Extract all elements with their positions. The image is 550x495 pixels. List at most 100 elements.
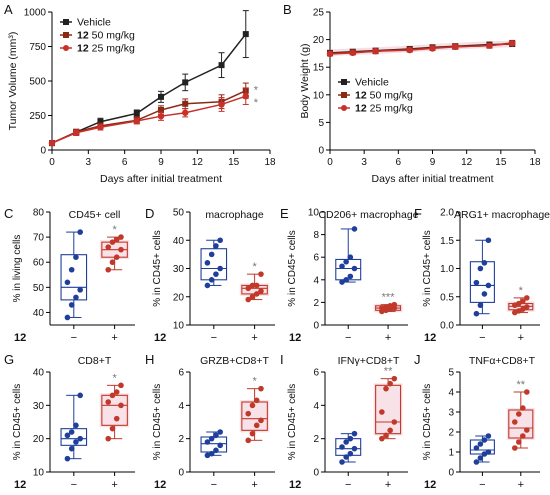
y-tick-label: 10 — [308, 208, 320, 219]
data-point — [133, 110, 140, 117]
data-point — [208, 277, 215, 283]
panel-label: H — [145, 352, 154, 367]
data-point — [245, 285, 252, 292]
data-point — [347, 254, 354, 260]
y-tick-label: 4 — [313, 275, 319, 286]
data-point — [133, 117, 140, 125]
data-point — [242, 31, 249, 38]
y-tick-label: 40 — [173, 236, 185, 247]
data-point — [383, 385, 389, 392]
y-tick-label: 20 — [33, 434, 45, 445]
data-point — [68, 429, 75, 435]
group-label: + — [518, 332, 524, 344]
y-tick-label: 60 — [33, 258, 45, 269]
group-label: + — [251, 332, 257, 344]
data-point — [105, 266, 112, 273]
row-label: 12 — [289, 332, 301, 344]
y-tick-label: 0.0 — [440, 321, 454, 332]
series-line — [51, 89, 247, 144]
box-shade — [99, 393, 130, 428]
data-point — [258, 385, 264, 392]
data-point — [481, 437, 488, 443]
x-tick-label: 0 — [49, 157, 55, 168]
data-point — [520, 433, 526, 439]
y-tick-label: 40 — [33, 368, 45, 379]
data-point — [245, 296, 252, 303]
y-tick-label: 5 — [448, 368, 454, 379]
data-point — [218, 101, 225, 108]
legend-label: Vehicle — [77, 17, 111, 29]
data-point — [249, 402, 256, 409]
data-point — [113, 236, 120, 243]
series-2 — [326, 40, 516, 58]
data-point — [48, 139, 56, 147]
data-point — [64, 279, 71, 286]
y-tick-label: 6 — [178, 368, 184, 379]
box-chart-E: E CD206+ macrophage 0 2 4 6 8 10 % in CD45+ cell… — [280, 206, 419, 344]
data-point — [245, 410, 252, 417]
data-point — [68, 302, 75, 308]
data-point — [339, 459, 345, 465]
data-point — [351, 430, 358, 437]
y-axis-label: % in CD45+ cells — [12, 384, 23, 460]
panel-label: C — [4, 206, 13, 221]
panel-title: CD8+T — [78, 355, 112, 367]
y-tick-label: 0 — [313, 321, 319, 332]
panel-title: TNFα+CD8+T — [469, 355, 536, 367]
y-tick-label: 500 — [29, 77, 46, 88]
y-tick-label: 2.0 — [440, 208, 454, 219]
data-point — [343, 277, 349, 283]
y-tick-label: 2 — [178, 434, 184, 445]
x-tick-label: 3 — [86, 157, 92, 168]
x-tick-label: 3 — [361, 157, 367, 168]
group-label: − — [71, 332, 77, 344]
data-point — [258, 271, 264, 277]
significance-mark: * — [254, 85, 259, 97]
data-point — [481, 291, 488, 297]
legend-marker — [63, 45, 69, 51]
data-point — [77, 392, 83, 399]
box-chart-F: F ARG1+ macrophage 0.0 0.5 1.0 1.5 2.0 % in CD4… — [414, 206, 550, 344]
data-point — [379, 435, 385, 442]
row-label: 12 — [424, 479, 436, 491]
data-point — [429, 45, 436, 52]
y-tick-label: 6 — [313, 368, 319, 379]
data-point — [486, 42, 493, 49]
box-body — [60, 254, 88, 301]
group-label: − — [479, 479, 485, 491]
y-tick-label: 4 — [448, 388, 454, 399]
data-point — [477, 455, 484, 461]
data-point — [218, 62, 225, 69]
data-point — [339, 279, 345, 285]
box-control — [335, 226, 362, 285]
y-tick-label: 2 — [313, 298, 319, 309]
data-point — [383, 432, 389, 439]
data-point — [217, 429, 223, 435]
data-point — [204, 282, 211, 289]
data-point — [347, 450, 354, 457]
panel-title: ARG1+ macrophage — [454, 209, 550, 221]
data-point — [213, 243, 219, 249]
data-point — [473, 459, 480, 465]
data-point — [347, 273, 354, 280]
data-point — [387, 427, 393, 434]
box-treated — [99, 382, 130, 442]
box-chart-G: G CD8+T 10 20 30 40 % in CD45+ cells 12 − + * — [4, 352, 135, 491]
data-point — [157, 112, 165, 120]
group-label: − — [479, 332, 485, 344]
y-axis-label: % in CD45+ cells — [152, 230, 163, 306]
data-point — [512, 419, 518, 425]
line-chart-B: B 0 3 6 9 12 15 18 0 5 10 15 20 25 Days after initial … — [283, 2, 541, 185]
legend-dose: 25 mg/kg — [92, 43, 135, 55]
data-point — [204, 439, 211, 445]
y-tick-label: 50 — [173, 208, 185, 219]
y-tick-label: 5 — [318, 118, 324, 129]
data-point — [509, 40, 516, 47]
row-label: 12 — [289, 479, 301, 491]
y-tick-label: 4 — [178, 401, 184, 412]
legend-dose: 25 mg/kg — [370, 103, 413, 115]
data-point — [351, 265, 358, 272]
data-point — [182, 109, 189, 116]
